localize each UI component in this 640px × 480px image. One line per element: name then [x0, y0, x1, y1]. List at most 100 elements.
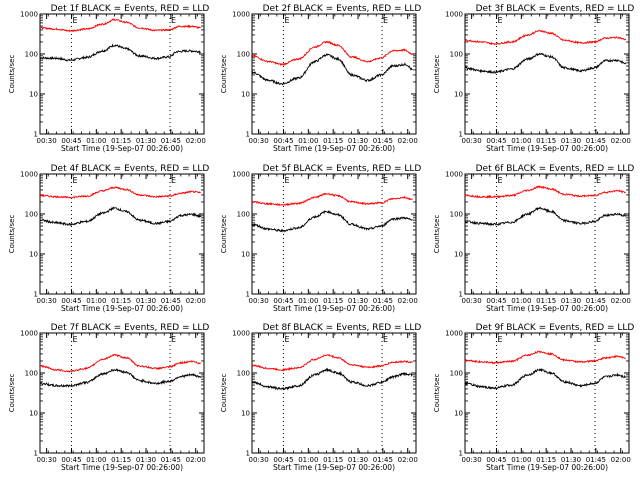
events-series-line [251, 367, 413, 391]
x-tick-label: 01:45 [586, 297, 606, 305]
events-series-line [464, 206, 627, 227]
y-tick-label: 100 [237, 370, 250, 378]
x-tick-label: 01:00 [298, 297, 318, 305]
y-tick-label: 100 [237, 51, 250, 59]
detector-panel: Det 7f BLACK = Events, RED = LLD 1 10 100 10… [8, 323, 209, 472]
event-marker-label: E [497, 335, 502, 344]
y-axis-label: Counts/sec [220, 55, 228, 94]
x-tick-label: 02:00 [398, 297, 418, 305]
x-tick-label: 00:45 [273, 297, 293, 305]
y-tick-label: 100 [25, 211, 38, 219]
y-tick-label: 1 [459, 131, 463, 139]
y-tick-label: 1000 [20, 11, 38, 19]
x-tick-label: 01:30 [136, 456, 156, 464]
x-tick-label: 00:30 [462, 137, 482, 145]
y-tick-label: 1000 [232, 171, 250, 179]
lld-series-line [39, 18, 201, 33]
lld-series-line [464, 185, 626, 199]
plot-frame [251, 13, 417, 135]
x-tick-label: 01:30 [348, 456, 368, 464]
x-tick-label: 00:45 [486, 297, 506, 305]
event-marker-label: E [497, 16, 502, 25]
y-tick-label: 1000 [445, 11, 463, 19]
x-tick-label: 00:30 [249, 137, 269, 145]
y-tick-label: 10 [241, 410, 250, 418]
events-series-line [39, 368, 202, 388]
event-marker-label: E [284, 176, 289, 185]
event-marker-label: E [383, 16, 388, 25]
x-axis-label: Start Time (19-Sep-07 00:26:00) [486, 144, 608, 153]
panel-title: Det 4f BLACK = Events, RED = LLD [51, 164, 210, 174]
detector-panel: Det 3f BLACK = Events, RED = LLD 1 10 100 10… [433, 4, 634, 153]
x-tick-label: 01:30 [136, 297, 156, 305]
x-axis-label: Start Time (19-Sep-07 00:26:00) [61, 463, 183, 472]
y-axis-label: Counts/sec [433, 374, 441, 413]
y-axis-label: Counts/sec [8, 374, 16, 413]
x-tick-label: 00:30 [249, 456, 269, 464]
x-tick-label: 00:45 [486, 137, 506, 145]
x-tick-label: 01:15 [323, 456, 343, 464]
x-tick-label: 01:45 [586, 137, 606, 145]
x-tick-label: 01:00 [86, 137, 106, 145]
x-tick-label: 00:30 [37, 137, 57, 145]
x-tick-label: 00:30 [462, 297, 482, 305]
x-tick-label: 01:45 [373, 297, 393, 305]
detector-panel: Det 9f BLACK = Events, RED = LLD 1 10 100 10… [433, 323, 634, 472]
y-tick-label: 1000 [20, 171, 38, 179]
y-tick-label: 1000 [445, 171, 463, 179]
event-marker-label: E [284, 335, 289, 344]
x-tick-label: 02:00 [611, 137, 631, 145]
y-tick-label: 1000 [20, 330, 38, 338]
x-tick-label: 00:45 [61, 456, 81, 464]
x-tick-label: 02:00 [186, 456, 206, 464]
y-tick-label: 10 [454, 251, 463, 259]
x-tick-label: 01:45 [373, 456, 393, 464]
detector-panel: Det 1f BLACK = Events, RED = LLD 1 10 100 10… [8, 4, 209, 153]
event-marker-label: E [72, 335, 77, 344]
detector-panel: Det 8f BLACK = Events, RED = LLD 1 10 100 10… [220, 323, 421, 472]
panel-title: Det 7f BLACK = Events, RED = LLD [51, 323, 210, 333]
x-tick-label: 00:30 [37, 297, 57, 305]
event-marker-label: E [284, 16, 289, 25]
panel-title: Det 5f BLACK = Events, RED = LLD [263, 164, 422, 174]
x-tick-label: 02:00 [398, 456, 418, 464]
event-marker-label: E [72, 176, 77, 185]
y-tick-label: 10 [454, 91, 463, 99]
x-axis-label: Start Time (19-Sep-07 00:26:00) [486, 304, 608, 313]
x-tick-label: 00:45 [61, 137, 81, 145]
x-tick-label: 01:45 [161, 137, 181, 145]
panel-title: Det 1f BLACK = Events, RED = LLD [51, 4, 210, 14]
lld-series-line [251, 353, 413, 372]
x-tick-label: 01:15 [323, 297, 343, 305]
y-tick-label: 1 [34, 131, 38, 139]
event-marker-label: E [497, 176, 502, 185]
events-series-line [464, 52, 627, 74]
event-marker-label: E [383, 176, 388, 185]
events-series-line [39, 206, 202, 227]
x-tick-label: 01:00 [298, 456, 318, 464]
y-tick-label: 1 [246, 131, 250, 139]
plot-frame [39, 13, 205, 135]
y-tick-label: 100 [237, 211, 250, 219]
x-axis-label: Start Time (19-Sep-07 00:26:00) [61, 144, 183, 153]
x-axis-label: Start Time (19-Sep-07 00:26:00) [61, 304, 183, 313]
x-tick-label: 01:45 [373, 137, 393, 145]
event-marker-label: E [596, 16, 601, 25]
y-tick-label: 1000 [445, 330, 463, 338]
plot-frame [251, 173, 417, 295]
x-tick-label: 00:45 [486, 456, 506, 464]
x-tick-label: 00:45 [61, 297, 81, 305]
y-axis-label: Counts/sec [8, 215, 16, 254]
lld-series-line [464, 350, 626, 365]
y-tick-label: 100 [25, 51, 38, 59]
y-tick-label: 10 [241, 91, 250, 99]
x-tick-label: 01:15 [536, 137, 556, 145]
lld-series-line [464, 29, 627, 46]
y-tick-label: 100 [450, 51, 463, 59]
event-marker-label: E [171, 176, 176, 185]
x-axis-label: Start Time (19-Sep-07 00:26:00) [486, 463, 608, 472]
detector-panel: Det 4f BLACK = Events, RED = LLD 1 10 100 10… [8, 164, 209, 313]
y-tick-label: 10 [29, 91, 38, 99]
x-tick-label: 01:15 [111, 297, 131, 305]
